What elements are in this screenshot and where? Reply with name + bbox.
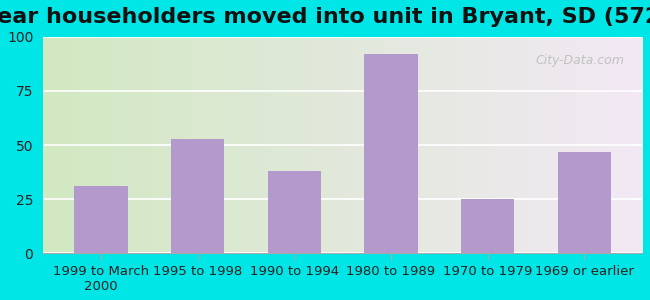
Bar [268, 171, 321, 253]
Bar [558, 152, 611, 253]
Bar [365, 54, 417, 253]
Text: City-Data.com: City-Data.com [536, 54, 625, 67]
Title: Year householders moved into unit in Bryant, SD (57221): Year householders moved into unit in Bry… [0, 7, 650, 27]
Bar [171, 139, 224, 253]
Bar [461, 199, 514, 253]
Bar [75, 186, 127, 253]
